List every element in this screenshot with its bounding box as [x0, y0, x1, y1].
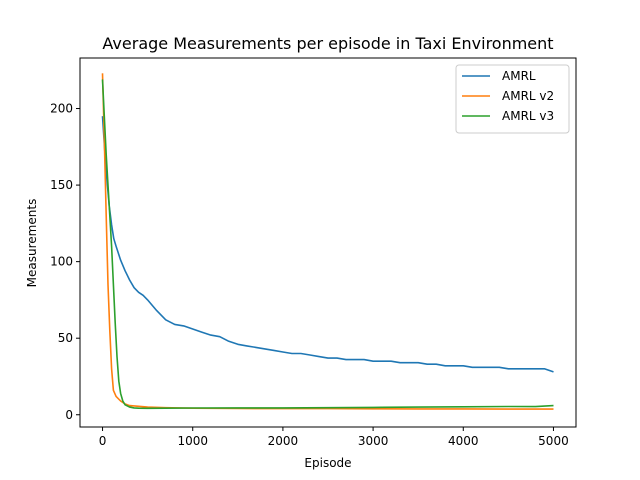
y-tick-label: 200: [50, 102, 73, 116]
y-tick-label: 100: [50, 255, 73, 269]
axes-frame: [79, 57, 577, 428]
plot-area: 0 1000 2000 3000 4000 5000 0 50 100 150 200: [50, 57, 577, 448]
y-axis-label: Measurements: [25, 199, 39, 288]
x-tick-label: 2000: [268, 434, 299, 448]
x-tick-label: 4000: [448, 434, 479, 448]
chart-title: Average Measurements per episode in Taxi…: [102, 34, 553, 53]
x-axis-label: Episode: [304, 456, 351, 470]
series-line-3: [101, 79, 554, 410]
y-tick-label: 150: [50, 178, 73, 192]
legend-label: AMRL: [502, 69, 536, 83]
series-layer: [101, 73, 554, 410]
x-tick-label: 5000: [538, 434, 569, 448]
x-tick-label: 1000: [177, 434, 208, 448]
y-axis-ticks: 0 50 100 150 200: [50, 102, 80, 422]
legend-label: AMRL v3: [502, 109, 554, 123]
y-tick-label: 0: [65, 408, 73, 422]
legend: AMRL AMRL v2 AMRL v3: [455, 64, 570, 134]
x-axis-ticks: 0 1000 2000 3000 4000 5000: [99, 427, 569, 448]
x-tick-label: 3000: [358, 434, 389, 448]
y-tick-label: 50: [58, 331, 73, 345]
series-line-1: [101, 116, 554, 373]
x-tick-label: 0: [99, 434, 107, 448]
legend-label: AMRL v2: [502, 89, 554, 103]
series-line-2: [101, 73, 554, 410]
